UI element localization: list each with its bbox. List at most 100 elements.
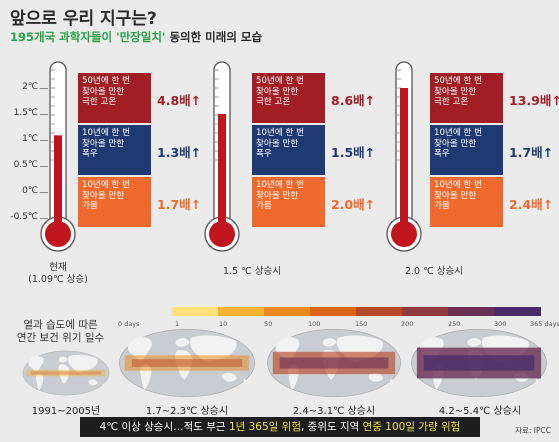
event-box-line: 가뭄 [256,201,272,211]
legend-swatch [402,307,449,316]
map-label: 1991~2005년 [31,406,101,417]
event-box-line: 찾아올 만한 [82,86,125,97]
y-tick-label: 1.5℃ [13,108,38,118]
event-box-line: 찾아올 만한 [434,138,477,149]
legend-swatch [356,307,403,316]
event-box: 10년에 한 번 찾아올 만한 가뭄 [252,177,325,227]
map-heat-core [279,357,389,369]
event-box: 10년에 한 번 찾아올 만한 폭우 [252,125,325,175]
bottom-highlight-1: 1년 365일 위험 [228,421,301,433]
legend-swatch [172,307,219,316]
event-box-line: 50년에 한 번 [256,76,305,86]
legend-tick-label: 1 [175,320,180,328]
thermometer-bulb [391,221,417,247]
maps-section-title: 열과 습도에 따른 연간 보건 위기 일수 [8,319,113,345]
map-continent [67,354,98,373]
bottom-banner: 4℃ 이상 상승시…적도 부근 1년 365일 위험, 중위도 지역 연중 10… [80,417,480,437]
legend-tick-label: 100 [308,320,321,328]
y-tick-mark [40,140,48,141]
map-continent [102,383,105,387]
map-heat-band [26,369,106,377]
legend-tick-label: 365 days [530,320,559,328]
scenario-caption-line2: (1.09℃ 상승) [28,274,88,285]
event-box-line: 가뭄 [82,201,98,211]
event-box-line: 50년에 한 번 [82,76,131,86]
multiplier-label: 2.4배↑ [509,197,554,212]
map-heat-core [30,371,102,375]
subtitle-rest: 동의한 미래의 모습 [165,30,263,44]
event-box-line: 폭우 [82,149,98,159]
map-label: 4.2~5.4℃ 상승시 [438,406,522,417]
scenario-caption: 1.5 ℃ 상승시 [222,266,282,277]
subtitle-highlight: 195개국 과학자들이 '만장일치' [10,30,166,44]
event-box-line: 폭우 [434,149,450,159]
legend-swatch [310,307,357,316]
map-label: 1.7~2.3℃ 상승시 [145,406,229,417]
map-continent [389,379,394,385]
event-box-line: 찾아올 만한 [256,138,299,149]
legend-tick-label: 300 [494,320,507,328]
map-continent [221,372,237,382]
world-map-2 [119,329,255,397]
thermometer-bulb [45,221,71,247]
y-tick-mark [40,192,48,193]
event-box-line: 폭우 [256,149,272,159]
bottom-text-1: 4℃ 이상 상승시…적도 부근 [99,421,229,433]
event-box-line: 극한 고온 [256,97,291,107]
multiplier-label: 1.7배↑ [157,197,202,212]
thermometer-mercury [218,114,226,234]
legend-tick-label: 150 [355,320,368,328]
event-box-line: 10년에 한 번 [82,180,131,190]
map-heat-band [124,355,250,371]
event-box-line: 찾아올 만한 [434,86,477,97]
map-continent [28,356,44,372]
map-heat-core [131,359,243,367]
map-continent [322,338,337,347]
source-note: 자료: IPCC [515,426,551,435]
map-continent [127,337,152,361]
event-box: 10년에 한 번 찾아올 만한 폭우 [430,125,503,175]
legend-swatch [218,307,265,316]
thermometer-1 [40,61,76,252]
world-map-4 [411,329,547,397]
world-map-1 [22,350,110,396]
map-continent [58,364,70,385]
page-subtitle: 195개국 과학자들이 '만장일치' 동의한 미래의 모습 [10,29,262,45]
thermometer-mercury [400,88,408,234]
event-box: 10년에 한 번 찾아올 만한 가뭄 [78,177,151,227]
scenario-caption: 현재 (1.09℃ 상승) [0,262,118,286]
legend-tick-label: 10 [219,320,228,328]
map-continent [58,356,68,363]
maps-section-title-line1: 열과 습도에 따른 [23,319,98,331]
map-continent [368,372,383,382]
legend-tick-label: 0 days [118,320,140,328]
y-tick-label: -0.5℃ [10,212,38,222]
y-tick-label: 0℃ [22,186,38,196]
event-box-line: 10년에 한 번 [434,128,483,138]
event-box-line: 찾아올 만한 [82,190,125,201]
event-box-line: 찾아올 만한 [434,190,477,201]
event-box-line: 50년에 한 번 [434,76,483,86]
thermometer-mercury [54,135,62,234]
map-continent [243,379,247,385]
event-box: 50년에 한 번 찾아올 만한 극한 고온 [430,73,503,123]
legend-tick-label: 250 [448,320,461,328]
scenario-caption-line1: 현재 [49,262,67,273]
y-tick-label: 0.5℃ [13,160,38,170]
event-box-line: 10년에 한 번 [82,128,131,138]
thermometer-2 [204,61,240,252]
event-box: 50년에 한 번 찾아올 만한 극한 고온 [252,73,325,123]
event-box-line: 극한 고온 [434,97,469,107]
world-map-3 [267,329,401,397]
legend-swatch [264,307,311,316]
bottom-highlight-2: 연중 100일 가량 위험 [362,421,461,433]
y-tick-mark [40,114,48,115]
map-heat-core [423,355,535,371]
y-tick-mark [40,218,48,219]
multiplier-label: 2.0배↑ [331,197,376,212]
event-box-line: 찾아올 만한 [82,138,125,149]
thermometer-bulb [209,221,235,247]
event-box-line: 10년에 한 번 [256,128,305,138]
y-tick-mark [40,166,48,167]
y-tick-label: 2℃ [22,82,38,92]
